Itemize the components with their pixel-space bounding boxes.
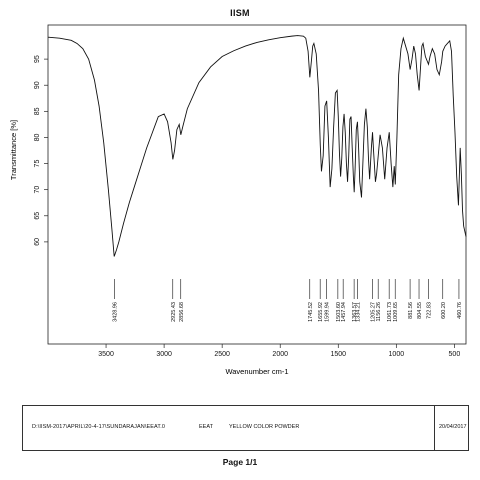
y-axis-label: Transmittance [%] [9,120,18,180]
peak-label: 1655.92 [318,302,324,322]
x-tick-label: 2500 [214,351,230,358]
x-tick-label: 500 [449,351,461,358]
page-number: Page 1/1 [222,457,258,467]
peak-label: 1457.94 [341,302,347,322]
y-tick-label: 85 [34,107,41,115]
peak-label: 1334.21 [356,302,362,322]
measurement-date: 20/04/2017 [439,424,467,430]
peak-label: 3428.96 [112,302,118,322]
peak-label: 1156.26 [376,302,382,321]
peak-label: 1205.27 [370,302,376,322]
peak-label: 1599.94 [325,302,331,322]
peak-label: 1061.73 [387,302,393,322]
sample-description: YELLOW COLOR POWDER [229,424,300,430]
file-path: D:\IISM-2017\APRIL\20-4-17\SUNDARAJAN\EE… [32,424,165,430]
y-tick-label: 70 [34,186,41,194]
sample-info-box: D:\IISM-2017\APRIL\20-4-17\SUNDARAJAN\EE… [22,405,469,451]
footer-divider [434,406,435,450]
y-tick-label: 90 [34,81,41,89]
x-tick-label: 3000 [156,351,172,358]
peak-label: 1363.57 [352,302,358,322]
peak-label: 460.76 [457,302,463,319]
spectrum-line [47,35,467,257]
peak-label: 2925.43 [171,302,177,322]
peak-label: 881.56 [408,302,414,319]
y-tick-label: 60 [34,238,41,246]
y-tick-label: 95 [34,55,41,63]
peak-label: 1745.52 [308,302,314,322]
x-axis: 3500 3000 2500 2000 1500 1000 500 [98,344,460,358]
x-tick-label: 3500 [98,351,114,358]
peak-label: 1009.65 [393,302,399,322]
x-tick-label: 1000 [389,351,405,358]
peak-label: 804.55 [417,302,423,319]
peak-label: 600.20 [441,302,447,319]
x-tick-label: 2000 [272,351,288,358]
peak-markers: 3428.96 2925.43 2856.68 1745.52 1655.92 1599.… [112,279,463,322]
plot-frame [47,24,467,345]
x-tick-label: 1500 [330,351,346,358]
peak-label: 722.83 [427,302,433,319]
ir-spectrum-chart: 60 65 70 75 80 85 90 95 3500 3000 2500 2000 1500 100… [9,24,467,376]
sample-name: EEAT [199,424,213,430]
x-axis-label: Wavenumber cm-1 [225,367,288,376]
chart-title: IISM [230,8,250,18]
y-tick-label: 80 [34,133,41,141]
y-tick-label: 75 [34,160,41,168]
peak-label: 1503.60 [336,302,342,322]
y-axis: 60 65 70 75 80 85 90 95 [34,55,48,246]
y-tick-label: 65 [34,212,41,220]
peak-label: 2856.68 [179,302,185,322]
